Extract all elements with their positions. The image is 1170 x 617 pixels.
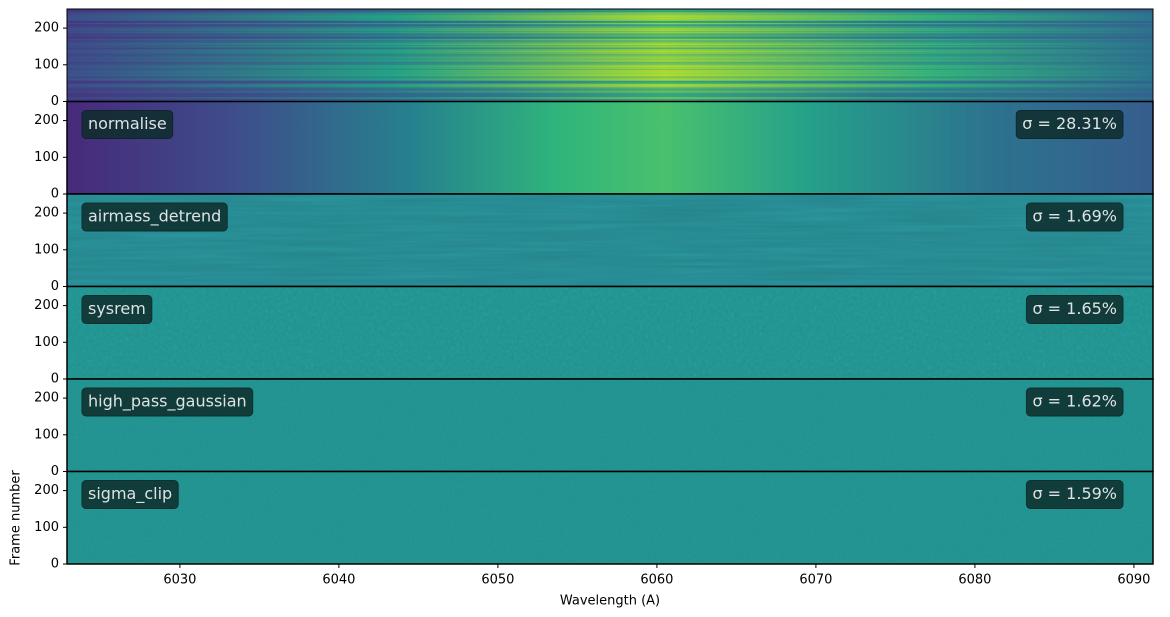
sigma-label: σ = 28.31% [1022,114,1117,133]
x-tick-label: 6080 [958,573,991,588]
y-tick-label: 0 [51,187,59,202]
heatmap-stripe [67,41,1153,44]
heatmap-stripe [67,39,1153,43]
heatmap-stripe [67,73,1153,78]
heatmap-stripe [67,55,1153,57]
step-label: airmass_detrend [88,207,221,227]
step-label: sigma_clip [88,484,172,504]
heatmap-stripe [67,12,1153,15]
heatmap-stripe [67,34,1153,37]
heatmap-stripe [67,22,1153,25]
panel: 0 100 200 sysrem σ = 1.65% [34,285,1154,387]
y-tick-label: 200 [34,21,59,36]
y-tick-label: 0 [51,464,59,479]
y-tick-label: 200 [34,298,59,313]
heatmap-stripe [67,31,1153,34]
x-tick-label: 6090 [1117,573,1150,588]
label-box [81,202,228,232]
heatmap-stripe [67,25,1153,30]
label-box [81,295,153,324]
sigma-label: σ = 1.62% [1032,392,1117,411]
x-axis-label: Wavelength (A) [560,594,660,609]
label-box [81,480,179,509]
heatmap [67,101,1153,194]
heatmap-stripe [67,28,1153,31]
step-label: high_pass_gaussian [88,392,247,412]
sigma-label: σ = 1.69% [1032,207,1117,226]
label-box [1025,480,1124,509]
sigma-label: σ = 1.59% [1032,484,1117,503]
y-tick-label: 0 [51,279,59,294]
x-tick-label: 6070 [799,573,832,588]
heatmap-stripe [67,56,1153,59]
heatmap-stripe [67,77,1153,81]
panel-frame [66,470,1154,565]
y-tick-label: 100 [34,57,59,72]
label-box [1025,387,1124,417]
heatmap-noise [67,471,1153,564]
x-tick-label: 6050 [481,573,514,588]
heatmap-stripe [67,90,1153,93]
heatmap-stripe [67,18,1153,20]
heatmap-stripe [67,71,1153,75]
y-tick-label: 200 [34,206,59,221]
y-tick-label: 100 [34,242,59,257]
heatmap-stripe [67,62,1153,64]
heatmap-noise [67,194,1153,287]
y-tick-label: 100 [34,335,59,350]
label-box [1025,202,1124,232]
heatmap-stripe [67,97,1153,99]
sigma-label: σ = 1.65% [1032,299,1117,318]
y-tick-label: 100 [34,427,59,442]
panel: 0 100 200 airmass_detrend σ = 1.69% [34,193,1154,294]
heatmap-stripe [67,52,1153,56]
label-box [1025,295,1124,324]
heatmap-stripe [67,85,1153,87]
heatmap-stripe [67,67,1153,70]
step-label: normalise [88,114,167,133]
heatmap-stripe [67,65,1153,69]
step-label: sysrem [88,299,146,318]
heatmap-stripe [67,82,1153,85]
heatmap-noise [67,286,1153,379]
y-tick-label: 0 [51,557,59,572]
heatmap-stripe [67,49,1153,52]
label-box [81,387,254,417]
y-tick-label: 200 [34,483,59,498]
label-box [1015,110,1124,139]
x-tick-label: 6060 [640,573,673,588]
y-tick-label: 0 [51,94,59,109]
panel: 0 100 200 sigma_clip σ = 1.59% [34,470,1154,572]
heatmap-stripe [67,43,1153,46]
heatmap-stripe [67,63,1153,67]
x-tick-label: 6030 [163,573,196,588]
y-tick-label: 100 [34,150,59,165]
y-axis-label: Frame number [9,470,24,566]
y-tick-label: 100 [34,520,59,535]
heatmap-stripe [67,31,1153,33]
heatmap-stripe [67,69,1153,72]
panel: 0 100 200 [34,8,1154,109]
heatmap-stripe [67,57,1153,61]
y-tick-label: 0 [51,372,59,387]
heatmap-stripe [67,87,1153,90]
panel: 0 100 200 high_pass_gaussian σ = 1.62% [34,378,1154,479]
heatmap-shade [67,194,1153,287]
heatmap-stripe [67,70,1153,74]
heatmap-stripe [67,15,1153,18]
y-tick-label: 200 [34,113,59,128]
panel: 0 100 200 normalise σ = 28.31% [34,100,1154,202]
label-box [81,110,174,139]
heatmap-stripe [67,59,1153,63]
x-tick-label: 6040 [322,573,355,588]
y-tick-label: 200 [34,391,59,406]
heatmap-stripe [67,45,1153,48]
